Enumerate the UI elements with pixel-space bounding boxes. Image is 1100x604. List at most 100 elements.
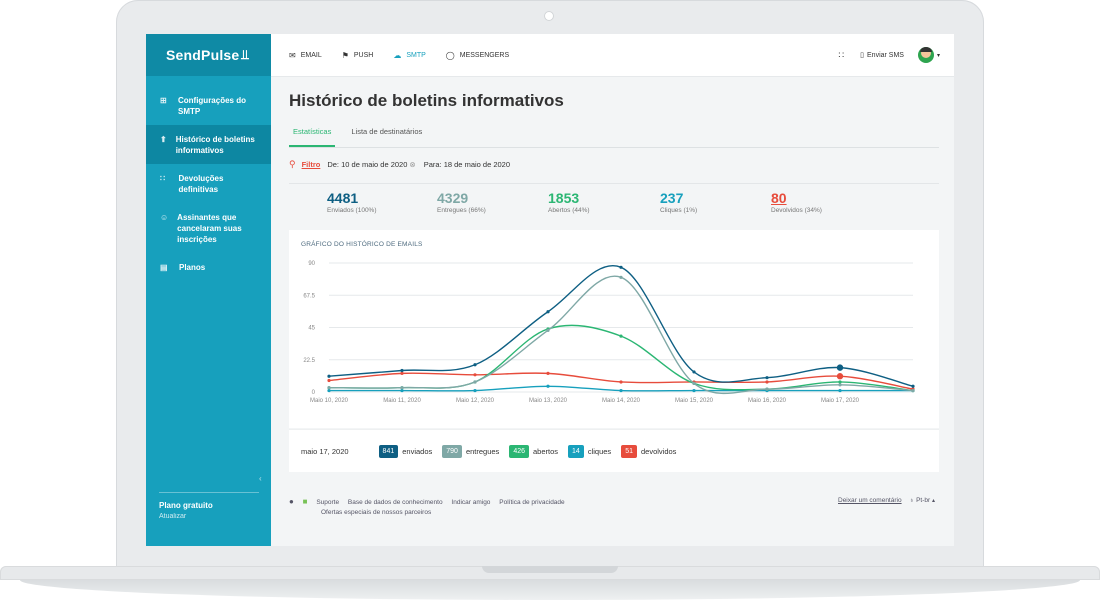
send-sms-link[interactable]: Enviar SMS [867, 51, 904, 59]
data-point-enviados[interactable] [546, 310, 550, 314]
leave-comment-link[interactable]: Deixar um comentário [838, 497, 902, 504]
sidebar-item-bounces[interactable]: ∷ Devoluções definitivas [146, 164, 271, 203]
data-point-enviados[interactable] [327, 374, 331, 378]
date-from[interactable]: De: 10 de maio de 2020 [327, 160, 408, 169]
data-point-cliques[interactable] [400, 388, 404, 393]
footer-link-support[interactable]: Suporte [316, 499, 340, 506]
bounce-icon: ∷ [160, 174, 166, 183]
footer-link-offers[interactable]: Ofertas especiais de nossos parceiros [321, 509, 432, 516]
brand-logo[interactable]: SendPulse ⫫ [146, 34, 271, 76]
date-to[interactable]: Para: 18 de maio de 2020 [423, 160, 511, 169]
data-point-cliques[interactable] [327, 388, 331, 393]
data-point-cliques[interactable] [838, 388, 842, 393]
series-line-enviados [328, 265, 914, 387]
main-content: Histórico de boletins informativos Estat… [271, 77, 954, 546]
history-chart[interactable]: 0 22.5 45 67.5 90 Maio 10, 2020 Maio 11, 2020 M… [289, 230, 939, 428]
footer-link-refer-friend[interactable]: Indicar amigo [451, 499, 491, 506]
page-title: Histórico de boletins informativos [289, 91, 564, 110]
y-tick-label: 67.5 [303, 293, 315, 299]
apple-icon[interactable]: ● [289, 497, 294, 506]
nav-push-label: PUSH [353, 51, 374, 59]
apps-grid-icon[interactable]: ∷ [838, 49, 845, 60]
data-point-enviados[interactable] [765, 376, 769, 380]
data-point-entregues[interactable] [327, 386, 331, 390]
data-point-enviados[interactable] [911, 384, 915, 388]
data-point-devolvidos[interactable] [546, 371, 550, 375]
stat-value: 237 [660, 190, 684, 206]
sidebar-item-label: Devoluções definitivas [178, 174, 224, 194]
data-point-entregues[interactable] [546, 328, 550, 332]
sidebar-item-history[interactable]: ⬆ Histórico de boletins informativos [146, 125, 271, 164]
data-point-entregues[interactable] [838, 383, 842, 387]
sidebar-item-plans[interactable]: ▤ Planos [146, 253, 271, 281]
filter-link[interactable]: Filtro [301, 160, 321, 169]
data-point-devolvidos[interactable] [836, 373, 844, 380]
legend-item-sent[interactable]: 841 enviados [378, 444, 432, 458]
legend-label: abertos [533, 446, 559, 456]
data-point-cliques[interactable] [546, 384, 550, 388]
footer-link-knowledge-base[interactable]: Base de dados de conhecimento [347, 499, 443, 506]
data-point-cliques[interactable] [692, 388, 696, 393]
legend-item-clicks[interactable]: 14 cliques [568, 444, 611, 458]
nav-email-label: EMAIL [300, 51, 322, 59]
sidebar-item-smtp-settings[interactable]: ⊞ Configurações do SMTP [146, 86, 271, 125]
nav-push[interactable]: ⚑ PUSH [342, 51, 374, 60]
nav-smtp[interactable]: ☁ SMTP [393, 51, 425, 60]
data-point-entregues[interactable] [619, 275, 623, 279]
data-point-devolvidos[interactable] [400, 371, 404, 375]
search-icon[interactable]: ⚲ [289, 159, 296, 169]
data-point-devolvidos[interactable] [327, 378, 331, 383]
legend-value: 426 [509, 444, 529, 458]
nav-email[interactable]: ✉ EMAIL [289, 51, 322, 60]
clear-date-icon[interactable]: ⊗ [409, 160, 416, 169]
data-point-devolvidos[interactable] [473, 373, 477, 377]
sidebar-item-unsubscribed[interactable]: ☺ Assinantes que cancelaram suas inscriç… [146, 203, 271, 253]
language-selector[interactable]: Pt-br [916, 497, 931, 504]
legend-item-bounced[interactable]: 51 devolvidos [621, 444, 676, 458]
data-point-cliques[interactable] [473, 388, 477, 393]
stat-label: Entregues (66%) [437, 207, 486, 214]
tab-recipients[interactable]: Lista de destinatários [351, 127, 423, 136]
data-point-entregues[interactable] [765, 387, 769, 391]
globe-icon: ♁ [909, 497, 915, 504]
data-point-devolvidos[interactable] [619, 380, 623, 384]
unsubscribe-icon: ☺ [160, 213, 169, 222]
stat-label: Enviados (100%) [327, 207, 377, 214]
laptop-base [0, 566, 1100, 580]
data-point-abertos[interactable] [619, 334, 623, 338]
stat-bounced[interactable]: 80 Devolvidos (34%) [771, 190, 822, 214]
data-point-entregues[interactable] [692, 381, 696, 385]
data-point-enviados[interactable] [619, 265, 623, 269]
data-point-enviados[interactable] [400, 368, 404, 373]
data-point-entregues[interactable] [400, 386, 404, 390]
laptop-base-bottom [20, 580, 1080, 600]
legend-item-opened[interactable]: 426 abertos [509, 444, 559, 458]
data-point-enviados[interactable] [473, 363, 477, 367]
chevron-up-icon[interactable]: ▴ [931, 498, 935, 504]
stat-value: 1853 [548, 190, 580, 206]
footer-link-privacy[interactable]: Política de privacidade [499, 499, 565, 506]
chevron-down-icon[interactable]: ▾ [936, 52, 940, 59]
tab-statistics[interactable]: Estatísticas [289, 125, 336, 147]
collapse-sidebar-icon[interactable]: ‹ [259, 474, 262, 483]
y-tick-label: 90 [308, 261, 315, 267]
legend-item-delivered[interactable]: 790 entregues [442, 444, 499, 458]
chart-card: GRÁFICO DO HISTÓRICO DE EMAILS 0 22.5 45 67… [289, 230, 939, 428]
data-point-abertos[interactable] [838, 380, 842, 384]
data-point-entregues[interactable] [473, 380, 477, 384]
nav-messengers[interactable]: ◯ MESSENGERS [446, 51, 509, 60]
avatar[interactable] [917, 47, 934, 63]
data-point-devolvidos[interactable] [765, 380, 769, 384]
plan-name: Plano gratuito [159, 501, 213, 510]
settings-icon: ⊞ [160, 96, 167, 105]
data-point-enviados[interactable] [692, 370, 696, 374]
data-point-enviados[interactable] [836, 364, 844, 371]
data-point-entregues[interactable] [911, 388, 915, 393]
stat-clicks: 237 Cliques (1%) [660, 190, 697, 214]
data-point-cliques[interactable] [619, 388, 623, 393]
upgrade-link[interactable]: Atualizar [159, 513, 187, 520]
sidebar: SendPulse ⫫ ⊞ Configurações do SMTP ⬆ Hi… [146, 34, 271, 546]
android-icon[interactable]: ■ [302, 497, 308, 506]
footer: ● ■ Suporte Base de dados de conheciment… [289, 497, 949, 516]
stat-opened: 1853 Abertos (44%) [548, 190, 590, 214]
